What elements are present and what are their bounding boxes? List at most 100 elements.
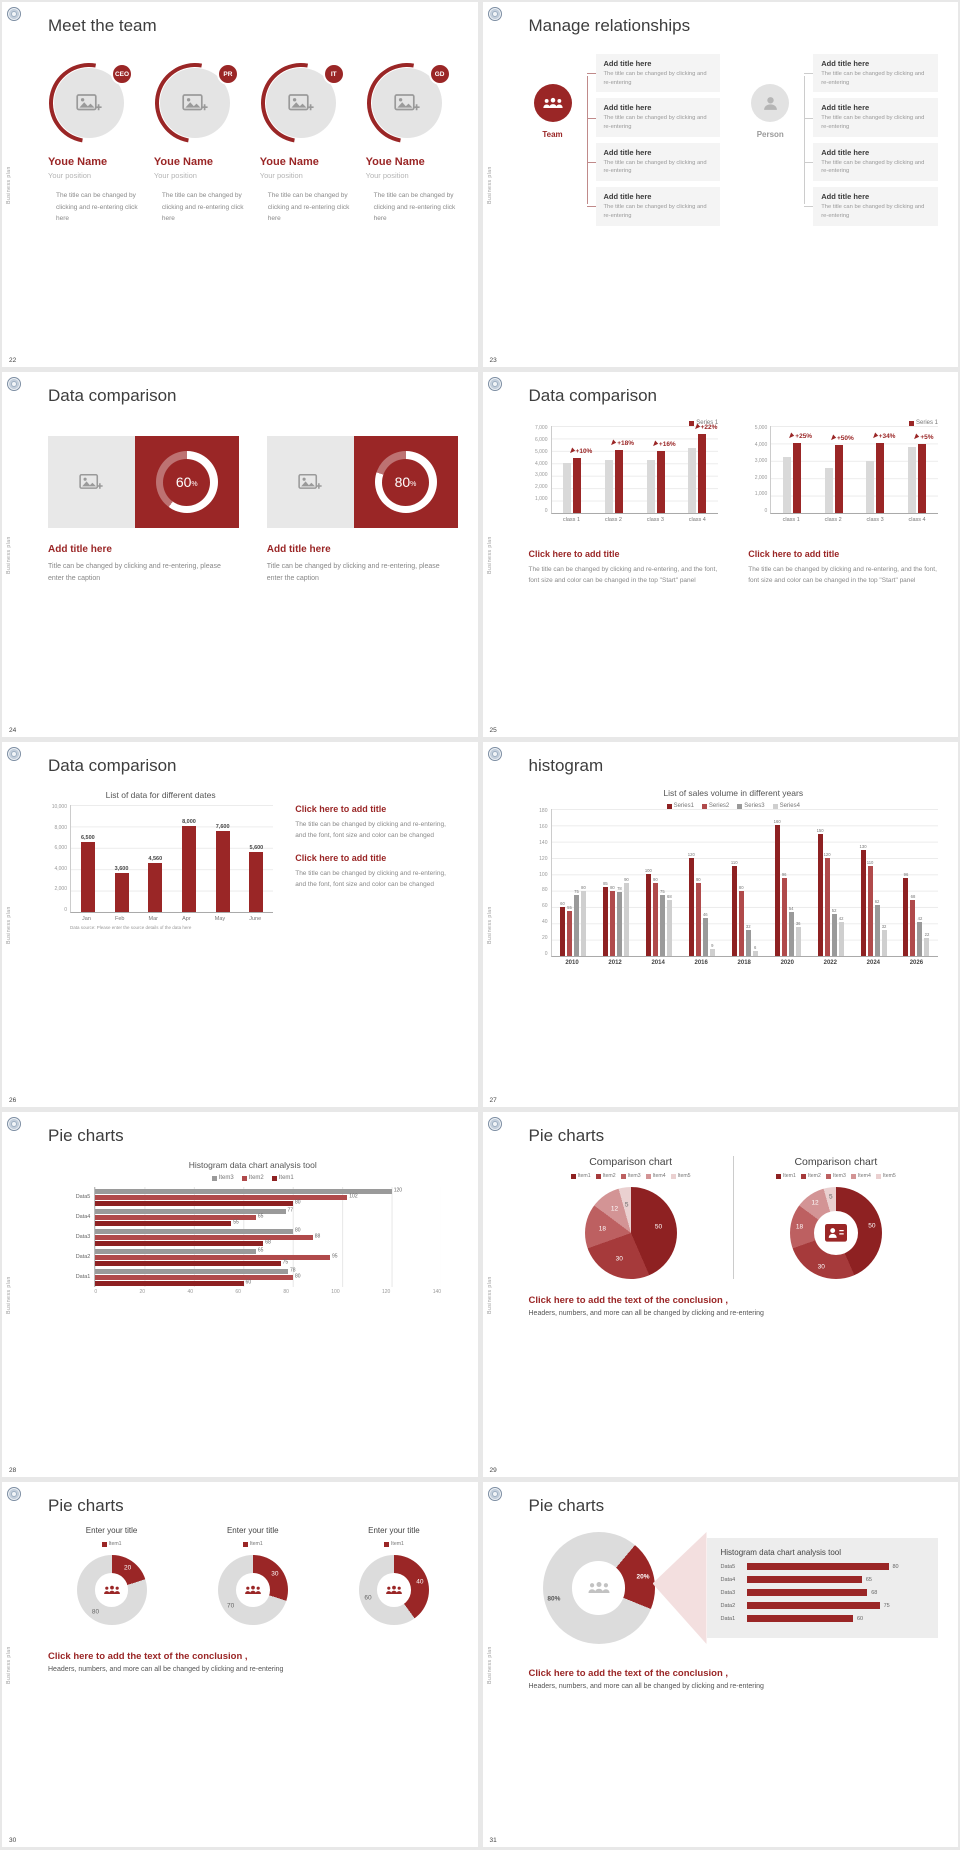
slide-28-pie-charts[interactable]: Business plan Pie charts Histogram data … (2, 1112, 478, 1477)
bar: 7,600 (215, 824, 230, 912)
legend: Item3 Item2 Item1 (48, 1175, 458, 1181)
y-tick: 80 (541, 887, 548, 894)
box-title: Add title here (821, 192, 870, 202)
legend-marker (701, 803, 707, 809)
bar-value: 102 (349, 1193, 358, 1200)
slide-content: Team Add title here The title can be chang… (529, 54, 938, 226)
text-section: Click here to add title The title can be … (295, 853, 457, 890)
pie-chart-panel: Comparison chart Item1 Item2 Item3 Item4 Item… (529, 1156, 734, 1279)
slide-22-meet-the-team[interactable]: Business plan Meet the team CEO Youe Name… (2, 2, 478, 367)
team-icon (386, 1585, 402, 1594)
y-tick: 4,000 (754, 441, 768, 448)
bar: 90 (652, 877, 658, 956)
donut-hole (235, 1573, 270, 1607)
legend-marker (775, 1173, 781, 1179)
slide-26-data-comparison[interactable]: Business plan Data comparison List of da… (2, 742, 478, 1107)
y-tick: 1,000 (534, 496, 548, 503)
slide-23-manage-relationships[interactable]: Business plan Manage relationships Team A… (482, 2, 958, 367)
slide-25-data-comparison[interactable]: Business plan Data comparison Series 1 7,… (482, 372, 958, 737)
legend-item: Item5 (875, 1173, 896, 1179)
legend-marker (825, 1173, 831, 1179)
team-icon (103, 1585, 120, 1594)
bar-value: 80 (738, 884, 744, 890)
group-label: Person (756, 130, 784, 139)
slide-29-pie-charts[interactable]: Business plan Pie charts Comparison char… (482, 1112, 958, 1477)
x-label: Feb (114, 916, 125, 922)
bar: 46 (702, 912, 708, 956)
x-axis: class 1 class 2 class 3 class 4 (529, 517, 719, 523)
bar-groups: 6,500 3,600 4,560 8,000 7,600 5,600 (71, 805, 273, 912)
legend-label: Item1 (108, 1541, 122, 1547)
panel-title: Histogram data chart analysis tool (720, 1548, 842, 1557)
picture-icon (79, 473, 103, 489)
slide-31-pie-charts[interactable]: Business plan Pie charts 20% 80% Histogram… (482, 1482, 958, 1847)
plot-area: 6,500 3,600 4,560 8,000 7,600 5,600 (70, 805, 274, 913)
page-number: 27 (489, 1097, 497, 1104)
bar: 65 (95, 1248, 263, 1254)
legend-label: Item4 (857, 1173, 871, 1179)
bar-row: Data5 80 (721, 1563, 925, 1570)
bar: 32 (881, 924, 887, 956)
bar: 85 (602, 881, 608, 956)
group-head: Team (529, 54, 577, 226)
legend-label: Item3 (627, 1173, 641, 1179)
growth-text: +22% (700, 424, 718, 432)
crest-logo-icon (7, 1117, 21, 1131)
section-title: Click here to add title (528, 549, 620, 559)
bar-value: 80 (610, 884, 615, 890)
bar-group: 110 80 32 6 (731, 809, 758, 956)
bar-value: 77 (287, 1207, 294, 1214)
slide-30-pie-charts[interactable]: Business plan Pie charts Enter your titl… (2, 1482, 478, 1847)
bar (783, 457, 792, 513)
role-badge: CEO (111, 63, 133, 85)
bar-value: 42 (838, 915, 844, 921)
legend-item: Item2 (800, 1173, 821, 1179)
bar-value: 8,000 (182, 819, 196, 826)
slide-content: List of sales volume in different years S… (529, 788, 938, 966)
bar: 5,600 (249, 845, 264, 912)
chart-area: 5,000 4,000 3,000 2,000 1,000 0 +25% +50% +34% +5… (748, 426, 938, 514)
bar-group: +10% (563, 426, 592, 513)
bar-value: 32 (745, 923, 751, 929)
slide-24-data-comparison[interactable]: Business plan Data comparison 60% Add tit… (2, 372, 478, 737)
bar-value: 65 (865, 1576, 872, 1583)
card-caption: Title can be changed by clicking and re-… (48, 563, 221, 582)
bar-group: 7,600 (215, 805, 230, 912)
bar: 96 (903, 872, 909, 956)
card-title: Add title here (266, 544, 331, 555)
legend-item: Series3 (737, 803, 765, 809)
y-tick: 6,000 (54, 845, 67, 852)
slice-label: 30 (615, 1255, 623, 1263)
picture-icon (288, 94, 314, 111)
image-placeholder (266, 436, 354, 528)
bar-value: 6,500 (80, 835, 95, 842)
legend-label: Series 1 (696, 420, 719, 426)
y-tick: 20 (541, 935, 548, 941)
slice-label: 40 (416, 1578, 424, 1586)
info-box: Add title here The title can be changed b… (804, 187, 938, 226)
donut-chart-panel: Comparison chart Item1 Item2 Item3 Item4 Item… (734, 1156, 938, 1279)
legend: Series 1 (529, 420, 719, 426)
sidebar-label: Business plan (486, 1645, 493, 1684)
x-label: 2018 (737, 960, 751, 966)
picture-icon (182, 94, 208, 111)
bar (746, 1602, 880, 1609)
bar: 54 (788, 906, 794, 956)
slide-27-histogram[interactable]: Business plan histogram List of sales vo… (482, 742, 958, 1107)
legend-label: Item5 (882, 1173, 896, 1179)
bar-value: 55 (567, 905, 572, 911)
bar (698, 434, 707, 513)
legend-marker (241, 1175, 247, 1181)
legend-label: Item1 (577, 1173, 591, 1179)
bar (688, 448, 697, 513)
bar: 55 (566, 905, 572, 956)
page-number: 29 (489, 1467, 497, 1474)
member-position: Your position (153, 171, 197, 180)
bar-value: 60 (857, 1615, 864, 1622)
slide-title: Data comparison (528, 386, 658, 405)
bar: 100 (645, 868, 652, 956)
donut-panel: Enter your title Item1 20 80 (48, 1526, 175, 1625)
bar (918, 443, 927, 513)
bar: 80 (95, 1200, 301, 1206)
bar-group: +16% (646, 426, 676, 513)
